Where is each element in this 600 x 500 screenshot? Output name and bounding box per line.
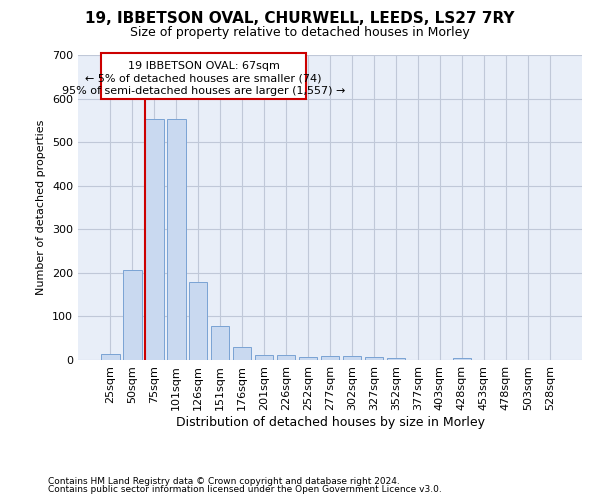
Bar	[299, 356, 317, 360]
Text: 95% of semi-detached houses are larger (1,557) →: 95% of semi-detached houses are larger (…	[62, 86, 346, 96]
Bar	[101, 354, 119, 360]
Bar	[189, 282, 208, 360]
X-axis label: Distribution of detached houses by size in Morley: Distribution of detached houses by size …	[176, 416, 485, 428]
Text: Contains public sector information licensed under the Open Government Licence v3: Contains public sector information licen…	[48, 484, 442, 494]
Text: 19, IBBETSON OVAL, CHURWELL, LEEDS, LS27 7RY: 19, IBBETSON OVAL, CHURWELL, LEEDS, LS27…	[85, 11, 515, 26]
Bar	[365, 357, 383, 360]
Bar	[452, 358, 471, 360]
Bar	[145, 119, 164, 360]
Text: Contains HM Land Registry data © Crown copyright and database right 2024.: Contains HM Land Registry data © Crown c…	[48, 477, 400, 486]
Bar	[255, 355, 274, 360]
Bar	[277, 355, 295, 360]
Bar	[343, 356, 361, 360]
Bar	[167, 119, 185, 360]
Text: Size of property relative to detached houses in Morley: Size of property relative to detached ho…	[130, 26, 470, 39]
Text: 19 IBBETSON OVAL: 67sqm: 19 IBBETSON OVAL: 67sqm	[128, 60, 280, 70]
Y-axis label: Number of detached properties: Number of detached properties	[37, 120, 46, 295]
Text: ← 5% of detached houses are smaller (74): ← 5% of detached houses are smaller (74)	[85, 74, 322, 84]
Bar	[123, 270, 142, 360]
FancyBboxPatch shape	[101, 53, 306, 98]
Bar	[320, 356, 340, 360]
Bar	[211, 326, 229, 360]
Bar	[233, 347, 251, 360]
Bar	[386, 358, 405, 360]
